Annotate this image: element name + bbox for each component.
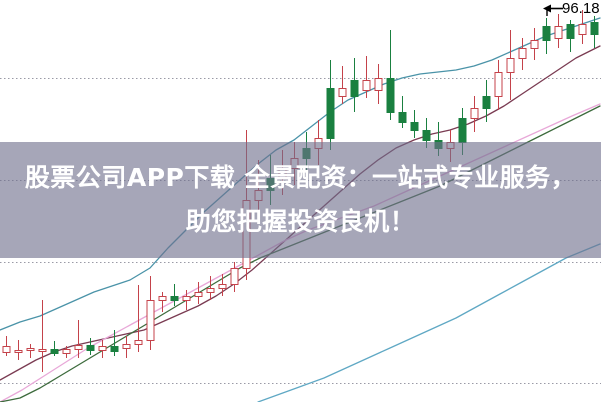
price-arrow-marker <box>543 4 563 16</box>
candle-15 <box>182 290 191 310</box>
candle-5 <box>62 346 71 358</box>
candle-4 <box>50 341 59 356</box>
candlestick-series <box>2 10 599 372</box>
ma-line-MA-blue-lower <box>257 243 601 402</box>
candle-39 <box>470 96 479 132</box>
candle-40 <box>482 80 491 122</box>
candle-41 <box>494 60 503 110</box>
candle-11 <box>134 285 143 352</box>
candle-32 <box>386 30 395 120</box>
price-label: 96.18 <box>562 0 600 17</box>
candle-29 <box>350 58 359 112</box>
candle-34 <box>410 110 419 138</box>
candle-49 <box>590 16 599 48</box>
candle-31 <box>374 64 383 104</box>
ma-line-MA-teal <box>0 17 601 331</box>
candle-6 <box>74 320 83 358</box>
candle-2 <box>26 344 35 358</box>
promo-banner-line-2: 助您把握投资良机！ <box>185 207 416 236</box>
candle-18 <box>218 274 227 296</box>
candle-14 <box>170 284 179 306</box>
candle-0 <box>2 336 11 356</box>
candle-27 <box>326 60 335 150</box>
candle-16 <box>194 282 203 304</box>
candle-30 <box>362 56 371 98</box>
candle-7 <box>86 338 95 355</box>
candle-43 <box>518 38 527 70</box>
candle-8 <box>98 340 107 358</box>
candle-45 <box>542 18 551 54</box>
candle-28 <box>338 66 347 104</box>
candle-19 <box>230 262 239 292</box>
promo-banner: 股票公司APP下载 全景配资：一站式专业服务， 助您把握投资良机！ <box>0 142 601 258</box>
candle-1 <box>14 340 23 360</box>
candle-44 <box>530 28 539 60</box>
candle-42 <box>506 30 515 100</box>
candle-33 <box>398 96 407 128</box>
candle-3 <box>38 300 47 372</box>
promo-banner-line-1: 股票公司APP下载 全景配资：一站式专业服务， <box>24 163 577 192</box>
candle-9 <box>110 330 119 356</box>
candle-17 <box>206 276 215 300</box>
candle-46 <box>554 14 563 48</box>
candle-10 <box>122 336 131 358</box>
candle-47 <box>566 20 575 52</box>
candle-13 <box>158 292 167 312</box>
candle-12 <box>146 276 155 350</box>
candle-48 <box>578 10 587 44</box>
